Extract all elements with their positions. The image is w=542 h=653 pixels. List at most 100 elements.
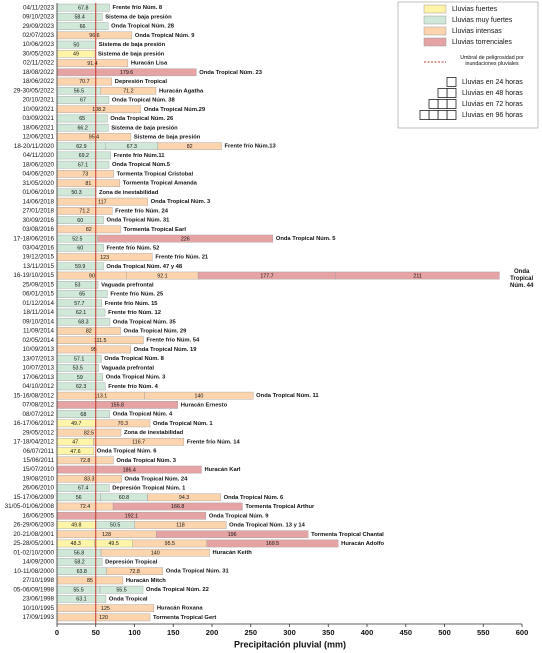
duration-box — [437, 99, 448, 109]
value-label: 94.3 — [179, 495, 189, 501]
value-label: 50.5 — [110, 523, 120, 529]
value-label: 140 — [151, 550, 160, 556]
value-label: 116.7 — [132, 440, 145, 446]
event-label: Zona de inestabilidad — [99, 190, 159, 196]
date-label: 30/09/2016 — [22, 217, 54, 224]
value-label: 118 — [176, 523, 184, 529]
value-label: 47 — [72, 440, 78, 446]
date-label: 07/08/2012 — [22, 402, 54, 409]
event-label: Frente frío Núm. 25 — [110, 292, 164, 298]
date-label: 03/09/2021 — [22, 115, 54, 122]
event-label: Frente frío Núm. 4 — [108, 384, 158, 390]
event-label: Depresión Tropical — [115, 79, 168, 85]
duration-box — [446, 99, 457, 109]
legend-swatch — [423, 15, 447, 25]
value-label: 177.7 — [260, 273, 273, 279]
event-label: Zona de inestabilidad — [124, 430, 184, 436]
value-label: 113.1 — [94, 393, 107, 399]
event-label: Depresión Tropical — [105, 559, 158, 565]
x-tick-label: 250 — [244, 628, 257, 637]
event-label: Onda Tropical Núm. 9 — [209, 513, 269, 519]
date-label: 03/08/2016 — [22, 226, 54, 233]
bar-segment — [134, 521, 227, 529]
date-label: 08/07/2012 — [22, 411, 54, 418]
value-label: 66 — [80, 24, 86, 30]
value-label: 123 — [100, 255, 109, 261]
duration-box — [446, 77, 457, 87]
event-label: Huracán Roxana — [157, 606, 204, 612]
value-label: 192.1 — [125, 513, 138, 519]
event-label: Sistema de baja presión — [99, 42, 166, 48]
event-label: Onda Tropical Núm. 6 — [97, 449, 157, 455]
event-label: Onda Tropical Núm. 26 — [110, 116, 174, 122]
value-label: 60 — [77, 218, 83, 224]
value-label: 166.8 — [171, 504, 184, 510]
date-label: 18-20/11/2020 — [14, 143, 55, 150]
date-label: 13/11/2015 — [23, 263, 55, 270]
bar-segment — [335, 271, 500, 280]
date-label: 25/09/2015 — [22, 281, 54, 288]
bar-segment — [157, 142, 222, 151]
event-label: Frente frío Núm. 21 — [155, 255, 209, 261]
bar-segment — [112, 502, 243, 511]
value-label: 67 — [80, 98, 86, 104]
value-label: 59 — [77, 375, 83, 381]
value-label: 65 — [79, 116, 85, 122]
value-label: 63.1 — [76, 597, 86, 603]
date-label: 05-06/09/1998 — [13, 586, 54, 593]
x-axis-label: Precipitación pluvial (mm) — [234, 639, 346, 649]
event-label: Onda Tropical Núm. 11 — [256, 393, 319, 399]
value-label: 68.3 — [78, 319, 88, 325]
value-label: 59.9 — [75, 264, 85, 270]
event-label: Onda Tropical Núm. 23 — [199, 70, 263, 76]
value-label: 92.1 — [157, 273, 167, 279]
value-label: 58.2 — [74, 560, 84, 566]
event-label: Onda Tropical Núm. 1 — [153, 421, 213, 427]
legend-threshold-label: Umbral de peligrosidad por inundaciones … — [460, 55, 524, 67]
date-label: 04/11/2020 — [23, 152, 55, 159]
event-label: Onda Tropical Núm. 31 — [107, 218, 171, 224]
event-label: Huracán Ernesto — [181, 402, 228, 408]
value-label: 62.9 — [76, 144, 86, 150]
x-tick-label: 150 — [167, 628, 180, 637]
duration-box — [419, 110, 430, 120]
event-label: Tormenta Tropical Earl — [124, 227, 187, 233]
date-label: 10/10/1995 — [22, 605, 54, 612]
date-label: 04/06/2020 — [22, 171, 54, 178]
event-label: Tormenta Tropical Cristobal — [117, 171, 194, 177]
value-label: 70.7 — [79, 79, 89, 85]
event-label: Onda Tropical Núm. 4 — [113, 412, 173, 418]
value-label: 155.8 — [111, 403, 124, 409]
date-label: 19/12/2015 — [22, 254, 54, 261]
event-label: Onda Tropical Núm. 22 — [146, 587, 209, 593]
date-label: 01-02/10/2000 — [13, 549, 54, 556]
date-label: 27/10/1998 — [22, 577, 54, 584]
date-label: 31/05-01/06/2008 — [5, 503, 55, 510]
value-label: 95 — [91, 347, 97, 353]
event-label: Onda Tropical Núm. 28 — [111, 24, 175, 30]
legend-label: Lluvias muy fuertes — [452, 17, 513, 24]
legend-box — [397, 1, 539, 129]
event-label: Onda Tropical Núm. 44 — [510, 268, 534, 289]
event-label: Tormenta Tropical Amanda — [123, 181, 198, 187]
event-label: Onda Tropical Núm. 5 — [276, 236, 336, 242]
value-label: 48.3 — [71, 541, 81, 547]
value-label: 56.5 — [74, 88, 84, 94]
value-label: 53 — [75, 282, 81, 288]
event-label: Frente frío Núm.13 — [224, 144, 276, 150]
date-label: 13/07/2013 — [22, 355, 54, 362]
value-label: 128 — [102, 532, 111, 538]
bar-segment — [97, 234, 274, 243]
event-label: Frente frío Núm. 14 — [187, 439, 241, 445]
bar-segment — [144, 391, 254, 400]
value-label: 111.5 — [94, 338, 107, 344]
bar-segment — [155, 530, 309, 539]
event-label: Huracán Agatha — [159, 88, 204, 94]
value-label: 67.3 — [127, 144, 137, 150]
event-label: Onda Tropical Núm. 24 — [125, 476, 189, 482]
value-label: 50 — [73, 42, 79, 48]
event-label: Onda Tropical Núm. 29 — [124, 329, 188, 335]
value-label: 108.2 — [92, 107, 105, 113]
event-label: Sistema de baja presión — [98, 51, 165, 57]
